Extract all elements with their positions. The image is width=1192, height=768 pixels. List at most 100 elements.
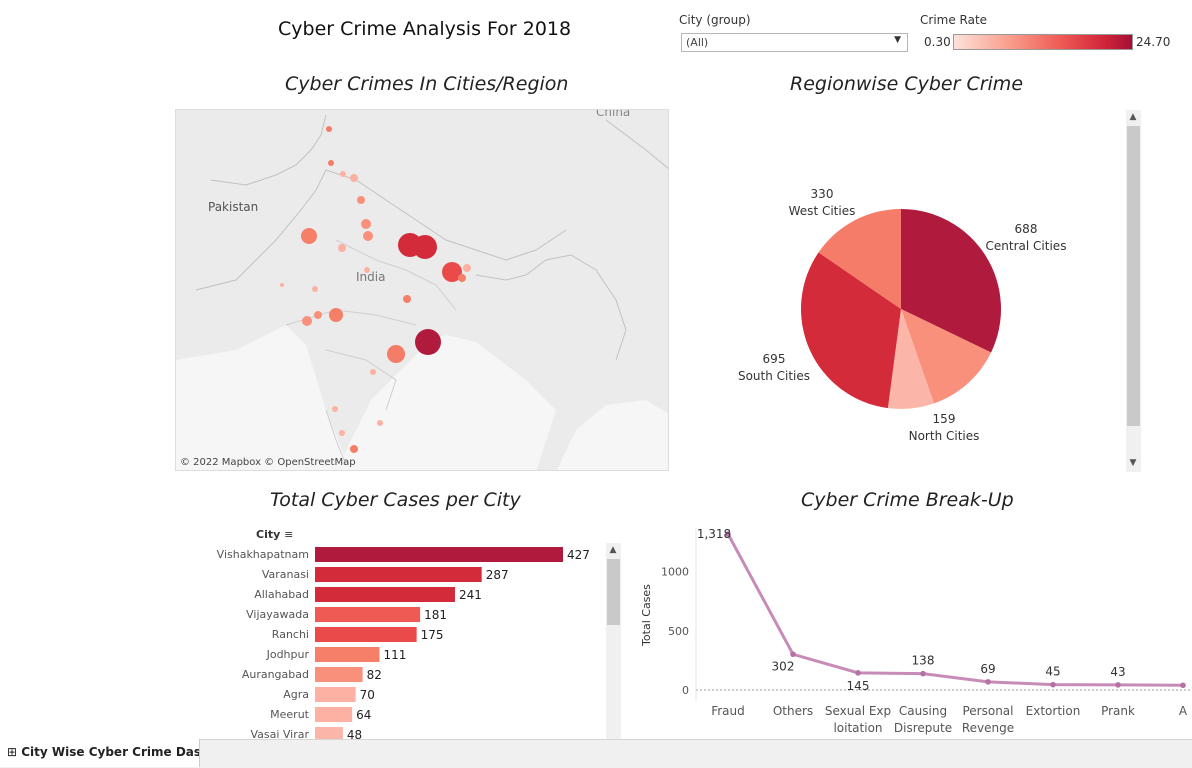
x-category-label: Prank [1101, 704, 1135, 718]
city-group-select-value: (All) [686, 36, 709, 49]
pie-value-label: 159 [933, 412, 956, 426]
city-marker[interactable] [326, 126, 332, 132]
x-category-label: Fraud [711, 704, 745, 718]
x-category-label: Personal [962, 704, 1013, 718]
bar-title: Total Cyber Cases per City [270, 489, 521, 511]
bar[interactable] [315, 647, 380, 662]
bar-category-label: Aurangabad [242, 668, 309, 681]
pie-chart: 688 Central Cities 159 North Cities 695 South… [738, 187, 1067, 443]
line-value-label: 43 [1110, 665, 1125, 679]
city-marker[interactable] [403, 295, 411, 303]
bar-value-label: 48 [347, 728, 362, 739]
line-point[interactable] [855, 670, 861, 676]
city-marker[interactable] [458, 274, 466, 282]
scroll-up-icon[interactable]: ▲ [1129, 112, 1137, 122]
bar-scroll-thumb[interactable] [607, 559, 620, 625]
city-marker[interactable] [332, 406, 338, 412]
city-marker[interactable] [314, 311, 322, 319]
bar-axis-header: City ≡ [256, 528, 293, 541]
city-map[interactable]: Pakistan India China [175, 109, 669, 471]
bar[interactable] [315, 587, 455, 602]
sort-icon[interactable]: ≡ [284, 528, 294, 541]
pie-category-label: Central Cities [986, 239, 1067, 253]
city-marker[interactable] [301, 228, 317, 244]
line-point[interactable] [790, 651, 796, 658]
scroll-down-icon[interactable]: ▼ [1129, 458, 1137, 468]
chevron-down-icon[interactable]: ▼ [894, 35, 901, 45]
city-marker[interactable] [370, 369, 376, 375]
city-marker[interactable] [413, 235, 437, 259]
bar[interactable] [315, 707, 353, 722]
city-marker[interactable] [312, 286, 318, 292]
pie-slice-north[interactable] [887, 309, 934, 409]
city-marker[interactable] [387, 345, 405, 363]
map-label-pakistan: Pakistan [208, 200, 258, 214]
city-marker[interactable] [377, 420, 383, 426]
bar-value-label: 111 [383, 648, 406, 662]
line-title: Cyber Crime Break-Up [801, 489, 1014, 511]
y-tick-label: 1000 [661, 566, 689, 579]
city-marker[interactable] [350, 174, 358, 182]
scroll-up-icon[interactable]: ▲ [609, 545, 617, 555]
map-canvas: Pakistan India China [176, 110, 668, 470]
bar-value-label: 287 [486, 568, 509, 582]
bar-scrollbar[interactable]: ▲ [606, 543, 621, 739]
city-marker[interactable] [415, 329, 441, 355]
pie-scrollbar[interactable]: ▲ ▼ [1126, 110, 1141, 472]
line-point[interactable] [1050, 681, 1056, 688]
city-marker[interactable] [328, 160, 334, 166]
line-point[interactable] [1180, 682, 1186, 689]
bar-value-label: 64 [356, 708, 371, 722]
line-value-label: 1,318 [697, 527, 731, 541]
city-marker[interactable] [361, 219, 371, 229]
bar[interactable] [315, 727, 343, 739]
city-marker[interactable] [339, 430, 345, 436]
line-point[interactable] [920, 670, 926, 677]
city-marker[interactable] [340, 171, 346, 177]
x-category-label: Others [773, 704, 813, 718]
crime-rate-color-ramp [953, 34, 1133, 50]
city-marker[interactable] [357, 196, 365, 204]
line-point[interactable] [1115, 682, 1121, 688]
city-group-filter-label: City (group) [679, 13, 751, 27]
map-attribution: © 2022 Mapbox © OpenStreetMap [180, 457, 356, 468]
line-point[interactable] [985, 679, 991, 685]
bar-category-label: Varanasi [262, 568, 309, 581]
map-label-india: India [356, 270, 385, 284]
bar[interactable] [315, 667, 363, 682]
city-marker[interactable] [329, 308, 343, 322]
bar[interactable] [315, 547, 563, 562]
city-marker[interactable] [302, 316, 312, 326]
pie-slice-south[interactable] [801, 252, 901, 409]
city-marker[interactable] [442, 262, 462, 282]
city-marker[interactable] [350, 445, 358, 453]
bar[interactable] [315, 607, 421, 622]
x-category-label: Causing [899, 704, 947, 718]
city-marker[interactable] [463, 264, 471, 272]
city-marker[interactable] [363, 231, 373, 241]
bar-value-label: 175 [421, 628, 444, 642]
pie-category-label: North Cities [909, 429, 980, 443]
bar[interactable] [315, 687, 356, 702]
bar-category-label: Meerut [270, 708, 310, 721]
city-marker[interactable] [364, 267, 370, 273]
bar[interactable] [315, 627, 417, 642]
city-group-select[interactable]: (All) ▼ [681, 33, 908, 52]
line-value-label: 145 [847, 679, 870, 693]
pie-slice-central[interactable] [901, 209, 1001, 353]
pie-scroll-thumb[interactable] [1127, 126, 1140, 426]
crime-rate-legend-label: Crime Rate [920, 13, 988, 27]
bar-category-label: Vasai Virar [250, 728, 309, 739]
line-point[interactable] [725, 531, 731, 537]
y-tick-label: 500 [668, 625, 689, 638]
bar-value-label: 241 [459, 588, 482, 602]
city-marker[interactable] [280, 283, 284, 287]
pie-value-label: 330 [811, 187, 834, 201]
bar-category-label: Ranchi [272, 628, 309, 641]
pie-slice-other[interactable] [901, 309, 992, 404]
bar[interactable] [315, 567, 482, 582]
city-marker[interactable] [338, 244, 346, 252]
line-value-label: 302 [772, 659, 795, 673]
tab-dashboard[interactable]: ⊞ City Wise Cyber Crime Das... [0, 739, 200, 767]
pie-slice-west[interactable] [818, 209, 901, 309]
